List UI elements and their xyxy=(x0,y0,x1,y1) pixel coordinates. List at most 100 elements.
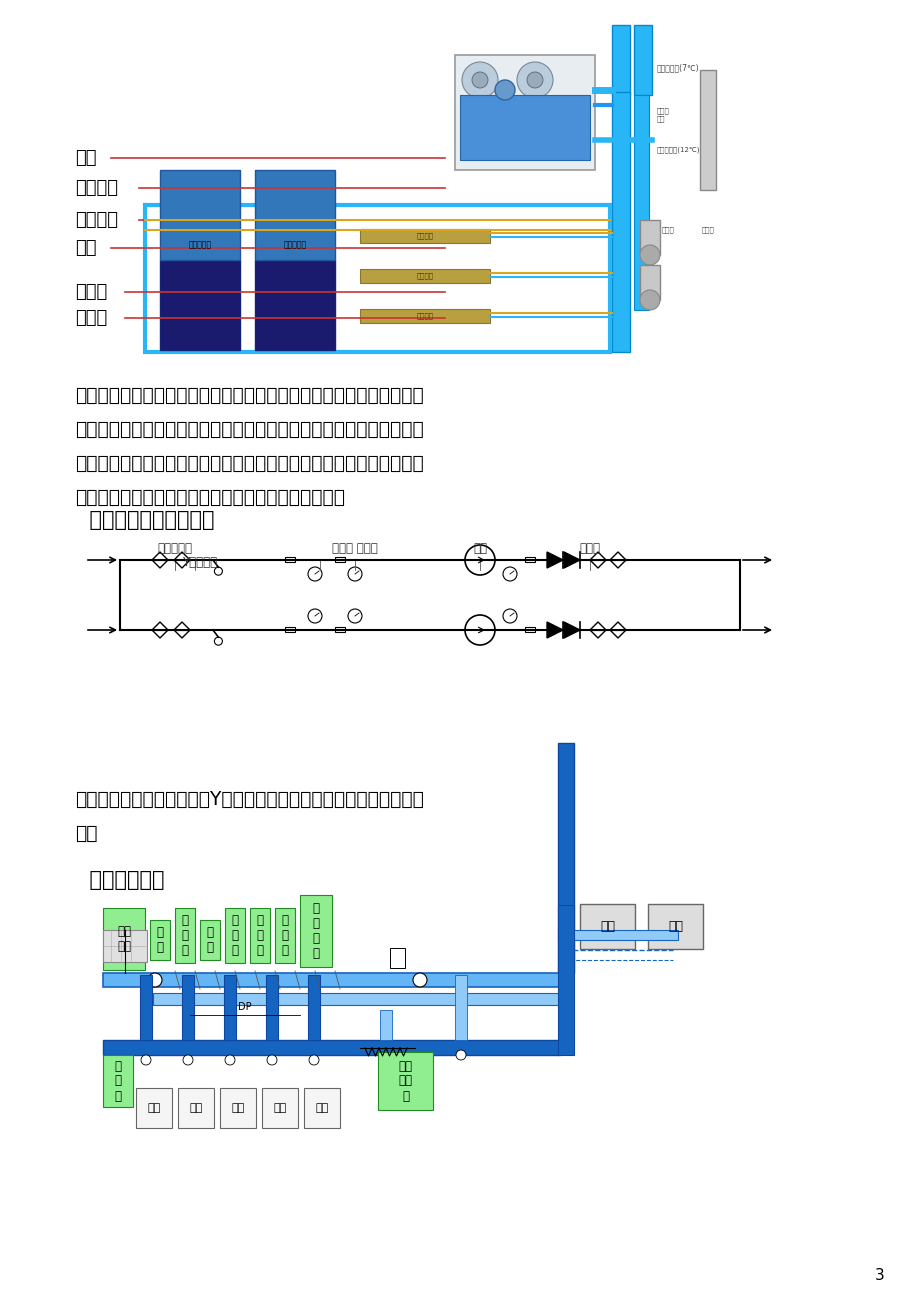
Text: 分水器: 分水器 xyxy=(701,227,714,233)
Bar xyxy=(103,1055,133,1107)
Text: 以不断地吸收房间的热量，从而降低房间的空气温度。: 以不断地吸收房间的热量，从而降低房间的空气温度。 xyxy=(75,488,345,506)
Polygon shape xyxy=(547,552,562,568)
Circle shape xyxy=(640,290,659,310)
Bar xyxy=(262,1088,298,1128)
Text: 从机组出来的冷冻水被输送到各个房间的风机盘管，在吸收了房间空气: 从机组出来的冷冻水被输送到各个房间的风机盘管，在吸收了房间空气 xyxy=(75,385,424,405)
Bar xyxy=(220,1088,255,1128)
Text: 主机: 主机 xyxy=(75,148,96,167)
Text: 水路安装图：: 水路安装图： xyxy=(75,870,165,891)
Bar xyxy=(359,270,490,283)
Text: 手动截止阀: 手动截止阀 xyxy=(157,542,192,555)
Text: 空气处理机: 空气处理机 xyxy=(188,241,211,250)
Text: 压
力
表: 压 力 表 xyxy=(256,914,263,957)
Text: 风盘: 风盘 xyxy=(189,1103,202,1113)
Circle shape xyxy=(461,62,497,98)
Circle shape xyxy=(503,566,516,581)
Text: 机组的回水口，经过蒸发器降温后重新变成冷冻水输出，如此循环就可: 机组的回水口，经过蒸发器降温后重新变成冷冻水输出，如此循环就可 xyxy=(75,454,424,473)
Bar xyxy=(266,975,278,1040)
Text: 阀。: 阀。 xyxy=(75,824,97,842)
Circle shape xyxy=(141,1055,151,1065)
Circle shape xyxy=(494,79,515,100)
Text: 机组: 机组 xyxy=(599,921,614,934)
Text: 软接头 压力表: 软接头 压力表 xyxy=(332,542,378,555)
Circle shape xyxy=(471,72,487,89)
Text: 系统安装图常用符号：: 系统安装图常用符号： xyxy=(75,510,214,530)
Circle shape xyxy=(347,566,361,581)
Bar xyxy=(525,628,535,631)
Text: 电
动
阀: 电 动 阀 xyxy=(114,1060,121,1103)
Bar xyxy=(145,204,609,352)
Bar xyxy=(285,628,295,631)
Bar xyxy=(285,557,295,562)
Polygon shape xyxy=(563,622,579,638)
Text: 风机盘管: 风机盘管 xyxy=(75,211,118,229)
Bar xyxy=(140,975,152,1040)
Text: 膨胀
水箱: 膨胀 水箱 xyxy=(117,924,130,953)
Bar xyxy=(633,95,648,310)
Bar xyxy=(255,171,335,260)
Bar xyxy=(359,229,490,243)
Circle shape xyxy=(308,609,322,622)
Circle shape xyxy=(183,1055,193,1065)
Circle shape xyxy=(214,637,222,646)
Text: 冷冻水泵: 冷冻水泵 xyxy=(75,178,118,197)
Polygon shape xyxy=(547,622,562,638)
Text: 集水器: 集水器 xyxy=(75,283,108,301)
Text: 蝶
阀: 蝶 阀 xyxy=(156,926,164,954)
Text: 止
回
阀: 止 回 阀 xyxy=(232,914,238,957)
Text: 机组: 机组 xyxy=(667,921,682,934)
Bar xyxy=(103,1040,560,1055)
Text: 风机盘管: 风机盘管 xyxy=(416,272,433,280)
Bar xyxy=(455,975,467,1040)
Text: 水泵: 水泵 xyxy=(472,542,486,555)
Bar xyxy=(303,1088,340,1128)
Text: 几个常用的符号：截止阀、Y型过滤器、软接头、压力表、水泵、止回: 几个常用的符号：截止阀、Y型过滤器、软接头、压力表、水泵、止回 xyxy=(75,790,424,809)
Circle shape xyxy=(225,1055,234,1065)
Circle shape xyxy=(308,566,322,581)
Circle shape xyxy=(464,546,494,575)
Bar xyxy=(558,930,677,940)
Text: 温
度
计: 温 度 计 xyxy=(281,914,289,957)
Bar xyxy=(699,70,715,190)
Bar xyxy=(250,907,269,963)
Text: 的热量后，水温升高，然后汇集到总回水管，用冷冻水泵将回水输送到: 的热量后，水温升高，然后汇集到总回水管，用冷冻水泵将回水输送到 xyxy=(75,421,424,439)
Text: 止回阀: 止回阀 xyxy=(579,542,600,555)
Circle shape xyxy=(640,245,659,266)
Text: 风盘: 风盘 xyxy=(273,1103,287,1113)
Text: 分水器: 分水器 xyxy=(75,309,108,327)
Bar xyxy=(255,260,335,350)
Bar xyxy=(177,1088,214,1128)
Text: 风机盘管: 风机盘管 xyxy=(416,312,433,319)
Bar xyxy=(335,628,345,631)
Circle shape xyxy=(527,72,542,89)
Bar xyxy=(150,921,170,960)
Text: 辅助
电加
热: 辅助 电加 热 xyxy=(398,1060,412,1103)
Bar xyxy=(647,904,702,949)
Circle shape xyxy=(503,609,516,622)
Bar xyxy=(640,266,659,299)
Bar xyxy=(199,921,220,960)
Text: 水
流
开
关: 水 流 开 关 xyxy=(312,902,319,960)
Bar xyxy=(103,930,147,962)
Bar xyxy=(103,973,560,987)
Bar xyxy=(136,1088,172,1128)
Text: DP: DP xyxy=(238,1003,252,1012)
Bar xyxy=(153,993,560,1005)
Bar xyxy=(611,25,630,95)
Bar xyxy=(182,975,194,1040)
Text: 风盘: 风盘 xyxy=(315,1103,328,1113)
Text: 风盘: 风盘 xyxy=(147,1103,161,1113)
Bar xyxy=(335,557,345,562)
Polygon shape xyxy=(563,552,579,568)
Circle shape xyxy=(413,973,426,987)
Text: 冷冻水供水(7℃): 冷冻水供水(7℃) xyxy=(656,64,698,73)
Bar xyxy=(160,260,240,350)
Circle shape xyxy=(464,615,494,644)
Bar xyxy=(160,171,240,260)
Circle shape xyxy=(267,1055,277,1065)
Bar xyxy=(633,25,652,95)
Text: 冷冻水
回水: 冷冻水 回水 xyxy=(656,108,669,122)
Circle shape xyxy=(456,1049,466,1060)
Text: 集水器: 集水器 xyxy=(662,227,674,233)
Bar xyxy=(455,55,595,171)
